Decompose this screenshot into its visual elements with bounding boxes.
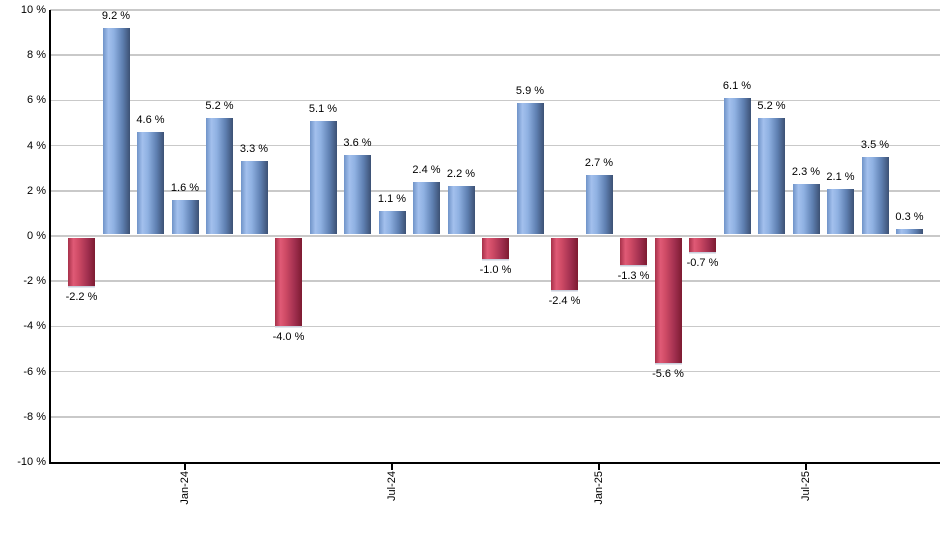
bar-value-label: 5.2 % xyxy=(205,100,234,113)
bar-value-label: 3.5 % xyxy=(860,138,890,151)
bar xyxy=(620,237,647,266)
gridline xyxy=(50,370,940,373)
bar-value-label: -5.6 % xyxy=(652,367,684,380)
y-axis-tick-label: -4 % xyxy=(23,320,46,333)
bar xyxy=(792,184,820,235)
y-axis-tick-label: 8 % xyxy=(27,49,46,62)
bar xyxy=(551,237,578,291)
bar-value-label: -2.4 % xyxy=(548,295,581,308)
bar xyxy=(137,132,164,235)
bar-value-label: 5.9 % xyxy=(515,84,545,97)
bar xyxy=(516,102,544,235)
y-axis-tick-label: -6 % xyxy=(23,365,46,378)
bar xyxy=(758,118,785,235)
bar xyxy=(482,237,509,259)
bar xyxy=(723,98,751,235)
bar xyxy=(827,188,854,235)
bar xyxy=(275,237,302,327)
bar-value-label: 3.6 % xyxy=(343,136,372,149)
gridline xyxy=(50,99,940,102)
bar-value-label: 4.6 % xyxy=(136,114,165,127)
bar-value-label: 9.2 % xyxy=(101,10,131,23)
gridline xyxy=(50,280,940,282)
bar-value-label: -4.0 % xyxy=(272,331,305,344)
bar-value-label: 2.7 % xyxy=(584,156,614,169)
bar-value-label: 2.3 % xyxy=(791,166,821,179)
bar xyxy=(378,211,406,235)
bar-value-label: -1.0 % xyxy=(479,263,512,276)
bar xyxy=(171,199,199,235)
bar xyxy=(413,181,440,235)
bar xyxy=(585,174,613,235)
y-axis-tick-label: 0 % xyxy=(27,230,46,242)
bar xyxy=(309,120,337,235)
gridline xyxy=(50,235,940,237)
x-axis-tick xyxy=(805,463,807,470)
bar-value-label: 5.2 % xyxy=(757,100,786,113)
bar xyxy=(344,154,371,235)
bar-value-label: 1.1 % xyxy=(377,193,407,206)
x-axis-tick xyxy=(184,463,186,470)
gridline xyxy=(50,54,940,56)
bar xyxy=(240,161,268,235)
bar xyxy=(68,237,95,286)
gridline xyxy=(50,144,940,147)
y-axis-tick-label: 4 % xyxy=(27,139,46,152)
x-axis-tick-label: Jan-25 xyxy=(592,471,605,505)
gridline xyxy=(50,190,940,192)
bar-value-label: 3.3 % xyxy=(239,143,269,156)
bar-value-label: -2.2 % xyxy=(65,290,98,303)
y-axis-tick-label: -2 % xyxy=(23,275,46,288)
bar-value-label: 2.2 % xyxy=(446,168,476,181)
y-axis-tick-label: -8 % xyxy=(23,410,46,423)
bar-value-label: 6.1 % xyxy=(722,80,752,93)
y-axis-tick-label: 10 % xyxy=(20,4,46,16)
bar-value-label: -1.3 % xyxy=(617,270,650,283)
x-axis-tick xyxy=(598,463,600,470)
bar xyxy=(861,156,889,235)
x-axis-tick-label: Jan-24 xyxy=(178,471,191,505)
bar-value-label: 5.1 % xyxy=(308,102,338,115)
bar-value-label: 2.1 % xyxy=(826,170,855,183)
bar-value-label: 0.3 % xyxy=(895,211,924,224)
y-axis-tick-label: 6 % xyxy=(27,94,46,107)
bar xyxy=(654,237,682,363)
bar xyxy=(447,186,475,235)
bar xyxy=(206,118,233,235)
y-axis-tick-label: 2 % xyxy=(27,184,46,197)
bar-value-label: 2.4 % xyxy=(412,163,441,176)
y-axis-line xyxy=(49,10,51,464)
x-axis-line xyxy=(49,461,940,464)
gridline xyxy=(50,325,940,328)
bar xyxy=(896,229,923,235)
x-axis-tick xyxy=(391,463,393,470)
bar-value-label: 1.6 % xyxy=(170,181,200,194)
bar xyxy=(689,237,716,252)
bar-value-label: -0.7 % xyxy=(686,256,719,269)
x-axis-tick-label: Jul-25 xyxy=(799,471,812,501)
x-axis-tick-label: Jul-24 xyxy=(385,471,398,501)
bar xyxy=(102,28,130,235)
y-axis-tick-label: -10 % xyxy=(17,456,46,468)
gridline xyxy=(50,9,940,11)
gridline xyxy=(50,416,940,418)
